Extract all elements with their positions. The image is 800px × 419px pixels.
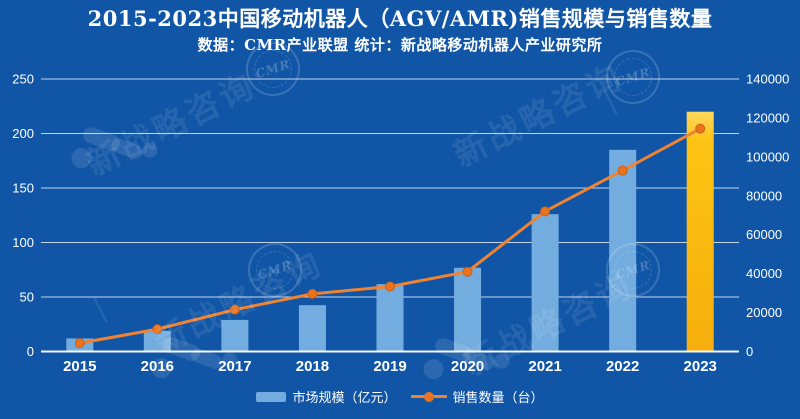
line-point-2021 bbox=[540, 206, 551, 217]
bar-2019 bbox=[376, 284, 404, 352]
x-tick-label-2018: 2018 bbox=[296, 358, 329, 375]
bar-2022 bbox=[609, 149, 637, 352]
axis-label-right-80000: 80000 bbox=[746, 188, 782, 203]
x-tick-label-2020: 2020 bbox=[451, 358, 484, 375]
line-point-2017 bbox=[229, 304, 240, 315]
bar-swatch-icon bbox=[256, 391, 287, 402]
axis-label-right-120000: 120000 bbox=[746, 110, 789, 125]
axis-label-right-20000: 20000 bbox=[746, 305, 782, 320]
x-tick-label-2016: 2016 bbox=[141, 358, 174, 375]
line-point-2018 bbox=[307, 288, 318, 299]
line-point-2016 bbox=[152, 324, 163, 335]
line-swatch-icon bbox=[410, 391, 447, 402]
axis-label-right-40000: 40000 bbox=[746, 266, 782, 281]
legend-market-size-label: 市场规模（亿元） bbox=[292, 390, 397, 405]
bar-2017 bbox=[221, 319, 249, 352]
axis-label-right-100000: 100000 bbox=[746, 149, 789, 164]
bar-2023 bbox=[686, 111, 714, 352]
bar-2020 bbox=[454, 267, 482, 352]
axis-label-left-100: 100 bbox=[12, 235, 34, 250]
bar-2021 bbox=[531, 214, 559, 352]
x-tick-label-2017: 2017 bbox=[218, 358, 251, 375]
axis-label-right-60000: 60000 bbox=[746, 227, 782, 242]
axis-label-left-150: 150 bbox=[12, 181, 34, 196]
x-tick-label-2022: 2022 bbox=[606, 358, 639, 375]
x-tick-label-2019: 2019 bbox=[373, 358, 406, 375]
line-point-2015 bbox=[74, 338, 85, 349]
page-title: 2015-2023中国移动机器人（AGV/AMR)销售规模与销售数量 bbox=[87, 6, 713, 31]
x-tick-label-2021: 2021 bbox=[528, 358, 561, 375]
line-point-2020 bbox=[462, 266, 473, 277]
bar-2018 bbox=[298, 305, 326, 352]
bar-2016 bbox=[143, 330, 171, 352]
axis-label-right-140000: 140000 bbox=[746, 72, 789, 87]
axis-label-left-250: 250 bbox=[12, 72, 34, 87]
legend-sales-volume-label: 销售数量（台） bbox=[452, 390, 544, 405]
legend-market-size-item: 市场规模（亿元） bbox=[256, 387, 397, 406]
line-dot-icon bbox=[423, 391, 434, 402]
axis-label-left-200: 200 bbox=[12, 126, 34, 141]
x-tick-label-2015: 2015 bbox=[63, 358, 96, 375]
page-subtitle: 数据：CMR产业联盟 统计：新战略移动机器人产业研究所 bbox=[197, 36, 603, 54]
chart-header: 2015-2023中国移动机器人（AGV/AMR)销售规模与销售数量 数据：CM… bbox=[0, 6, 800, 54]
legend-sales-volume-item: 销售数量（台） bbox=[410, 387, 544, 406]
line-point-2023 bbox=[695, 123, 706, 134]
line-point-2019 bbox=[385, 281, 395, 292]
x-tick-label-2023: 2023 bbox=[684, 358, 717, 375]
line-point-2022 bbox=[617, 165, 628, 176]
chart-legend: 市场规模（亿元） 销售数量（台） bbox=[0, 387, 800, 406]
axis-label-left-50: 50 bbox=[20, 290, 34, 305]
axis-label-right-0: 0 bbox=[746, 344, 753, 359]
axis-label-left-0: 0 bbox=[27, 344, 34, 359]
